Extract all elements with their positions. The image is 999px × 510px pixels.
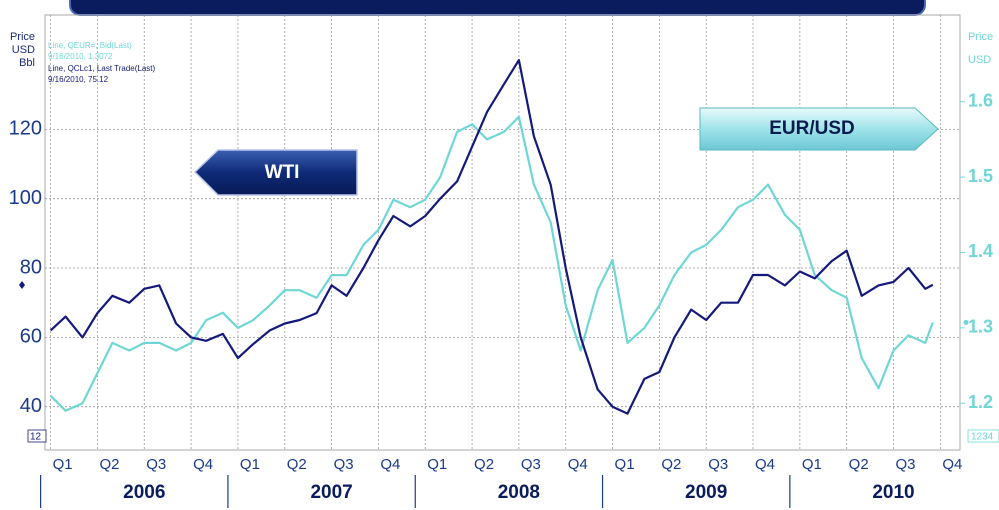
series-line <box>49 115 934 412</box>
y-axis-label: USD <box>12 44 35 56</box>
eurusd-label: EUR/USD <box>769 118 855 139</box>
x-tick-label: Q1 <box>240 456 260 473</box>
grid <box>45 15 960 450</box>
y2-axis-label: USD <box>968 54 991 66</box>
year-label: 2007 <box>310 482 352 503</box>
year-label: 2010 <box>872 482 914 503</box>
x-tick-label: Q2 <box>287 456 307 473</box>
year-label: 2009 <box>685 482 727 503</box>
y2-tick-label: 1.2 <box>968 392 993 412</box>
y2-tick-label: 1.5 <box>968 166 993 186</box>
year-label: 2008 <box>498 482 540 503</box>
x-tick-label: Q1 <box>53 456 73 473</box>
x-tick-label: Q2 <box>661 456 681 473</box>
x-tick-label: Q4 <box>942 456 962 473</box>
corner-box <box>27 429 47 443</box>
y2-tick-label: 1.3 <box>968 317 993 337</box>
x-tick-label: Q1 <box>615 456 635 473</box>
x-tick-label: Q4 <box>568 456 588 473</box>
x-tick-label: Q1 <box>427 456 447 473</box>
x-tick-label: Q1 <box>802 456 822 473</box>
legend-text: 9/16/2010, 1.3072 <box>48 52 113 61</box>
y-tick-label: 100 <box>9 187 42 209</box>
y2-tick-label: 1.4 <box>968 241 993 261</box>
x-tick-label: Q4 <box>193 456 213 473</box>
y2-tick-label: 1.6 <box>968 90 993 110</box>
x-tick-label: Q3 <box>708 456 728 473</box>
eurusd-banner <box>699 107 939 151</box>
axes: 40 60 80 100 120 1.2 1.3 1.4 1.5 1.6 Q1 Q2 Q3 Q4 Q1 Q2 Q… <box>9 90 993 508</box>
series-line <box>49 59 934 415</box>
legend-text: Line, QEUR=, Bid(Last) <box>48 41 132 50</box>
lines <box>19 59 969 415</box>
x-tick-label: Q3 <box>521 456 541 473</box>
x-tick-label: Q2 <box>99 456 119 473</box>
current-marker <box>963 319 969 325</box>
wti-banner <box>193 149 358 196</box>
y-tick-label: 80 <box>20 256 42 278</box>
x-tick-label: Q2 <box>849 456 869 473</box>
x-tick-label: Q4 <box>380 456 400 473</box>
y-axis-label: Price <box>10 31 35 43</box>
y-tick-label: 40 <box>20 395 42 417</box>
legend-text: Line, QCLc1, Last Trade(Last) <box>48 64 156 73</box>
corner-box <box>967 429 999 443</box>
y-axis-label: Bbl <box>19 57 35 69</box>
wti-label: WTI <box>265 162 300 183</box>
y-tick-label: 60 <box>20 326 42 348</box>
corner-label: 12 <box>30 432 42 443</box>
y2-axis-label: Price <box>968 31 993 43</box>
x-tick-label: Q4 <box>755 456 775 473</box>
plot-frame <box>44 14 961 451</box>
x-tick-label: Q3 <box>334 456 354 473</box>
legend-text: 9/16/2010, 75.12 <box>48 75 109 84</box>
top-banner <box>69 0 926 16</box>
corner-label: 1234 <box>971 432 994 443</box>
current-marker <box>19 280 25 289</box>
year-label: 2006 <box>123 482 165 503</box>
x-tick-label: Q2 <box>474 456 494 473</box>
x-tick-label: Q3 <box>146 456 166 473</box>
x-tick-label: Q3 <box>895 456 915 473</box>
y-tick-label: 120 <box>9 118 42 140</box>
